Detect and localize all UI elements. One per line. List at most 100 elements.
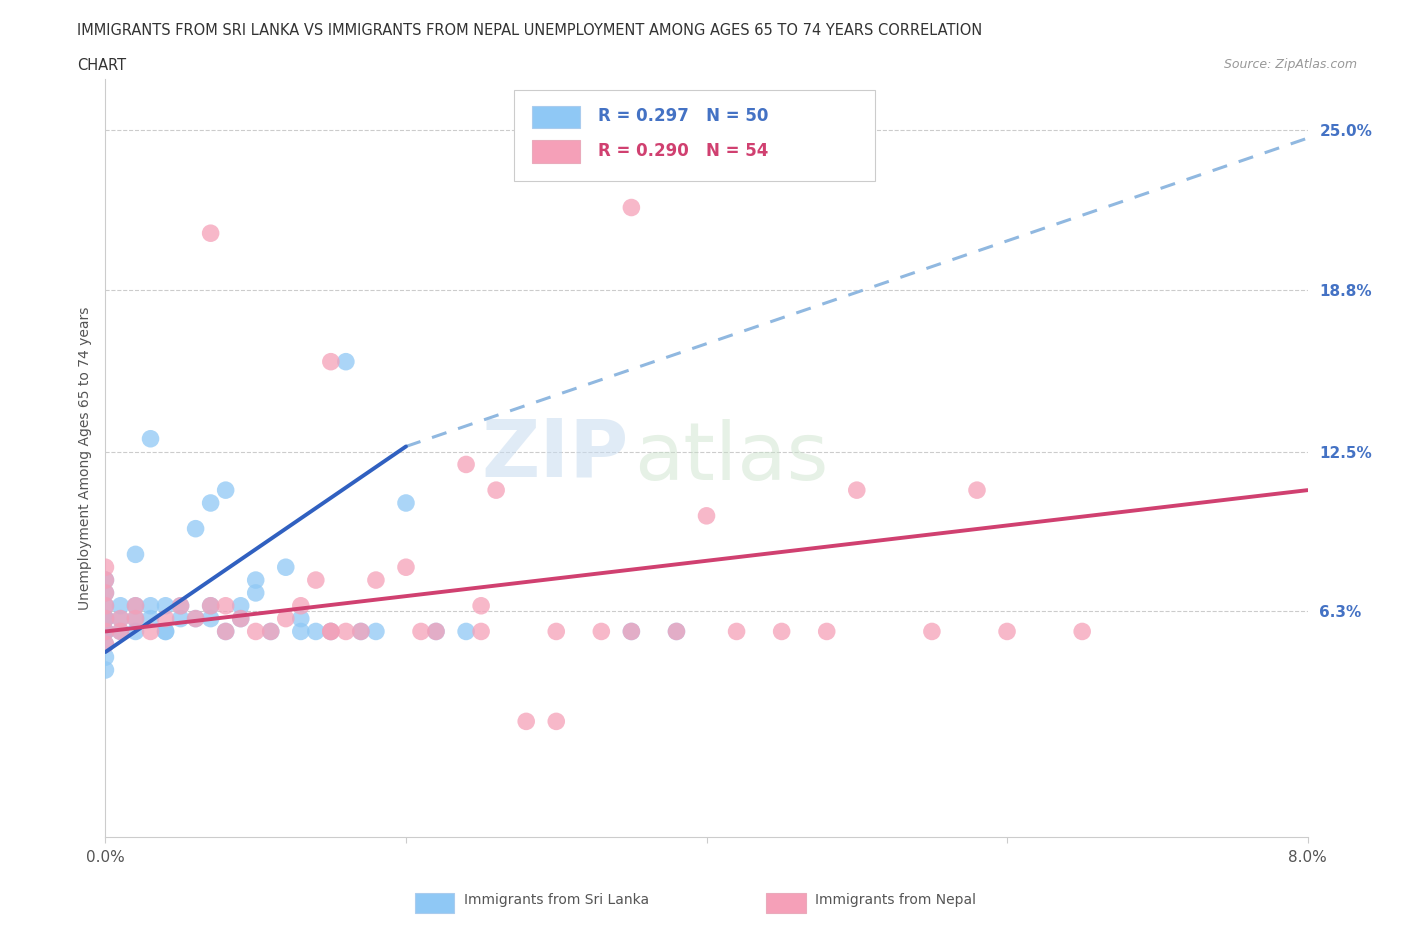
Point	[470, 598, 492, 613]
Text: ZIP: ZIP	[481, 415, 628, 493]
Point	[245, 573, 267, 588]
FancyBboxPatch shape	[533, 140, 581, 163]
Point	[124, 611, 146, 626]
Point	[290, 598, 312, 613]
Point	[124, 598, 146, 613]
Point	[305, 573, 328, 588]
Text: R = 0.297   N = 50: R = 0.297 N = 50	[599, 107, 769, 126]
Point	[94, 611, 117, 626]
Point	[546, 714, 568, 729]
Point	[515, 714, 537, 729]
Point	[620, 200, 643, 215]
Point	[260, 624, 283, 639]
Point	[124, 611, 146, 626]
Point	[305, 624, 328, 639]
Point	[94, 637, 117, 652]
Point	[94, 598, 117, 613]
Point	[546, 624, 568, 639]
Point	[169, 598, 191, 613]
Point	[124, 598, 146, 613]
Point	[319, 624, 342, 639]
Point	[200, 598, 222, 613]
Point	[94, 637, 117, 652]
Point	[620, 624, 643, 639]
Point	[274, 611, 297, 626]
Point	[110, 611, 132, 626]
Point	[155, 624, 177, 639]
Point	[124, 624, 146, 639]
Point	[395, 560, 418, 575]
Point	[1071, 624, 1094, 639]
Point	[94, 611, 117, 626]
Text: R = 0.290   N = 54: R = 0.290 N = 54	[599, 142, 769, 160]
Point	[155, 598, 177, 613]
Point	[350, 624, 373, 639]
Point	[94, 650, 117, 665]
Point	[395, 496, 418, 511]
FancyBboxPatch shape	[533, 106, 581, 128]
Point	[229, 611, 252, 626]
Point	[319, 624, 342, 639]
Point	[169, 611, 191, 626]
Point	[214, 483, 236, 498]
Point	[214, 624, 236, 639]
Point	[94, 624, 117, 639]
Text: Source: ZipAtlas.com: Source: ZipAtlas.com	[1223, 58, 1357, 71]
Point	[319, 354, 342, 369]
Text: Immigrants from Nepal: Immigrants from Nepal	[815, 893, 977, 908]
Point	[94, 586, 117, 601]
Point	[110, 624, 132, 639]
Point	[94, 573, 117, 588]
Point	[110, 624, 132, 639]
Point	[94, 624, 117, 639]
Point	[364, 624, 387, 639]
Point	[139, 598, 162, 613]
Point	[845, 483, 868, 498]
Point	[184, 611, 207, 626]
Point	[94, 573, 117, 588]
Point	[290, 611, 312, 626]
Point	[770, 624, 793, 639]
Point	[921, 624, 943, 639]
Point	[245, 586, 267, 601]
Point	[425, 624, 447, 639]
Point	[200, 226, 222, 241]
Text: CHART: CHART	[77, 58, 127, 73]
Point	[200, 611, 222, 626]
Point	[725, 624, 748, 639]
Point	[155, 611, 177, 626]
Point	[214, 598, 236, 613]
Point	[94, 662, 117, 677]
Point	[409, 624, 432, 639]
Point	[200, 496, 222, 511]
Point	[454, 457, 477, 472]
Point	[229, 598, 252, 613]
Point	[470, 624, 492, 639]
Point	[591, 624, 613, 639]
Point	[425, 624, 447, 639]
Text: IMMIGRANTS FROM SRI LANKA VS IMMIGRANTS FROM NEPAL UNEMPLOYMENT AMONG AGES 65 TO: IMMIGRANTS FROM SRI LANKA VS IMMIGRANTS …	[77, 23, 983, 38]
Y-axis label: Unemployment Among Ages 65 to 74 years: Unemployment Among Ages 65 to 74 years	[77, 306, 91, 610]
Point	[184, 521, 207, 536]
Point	[350, 624, 373, 639]
Point	[94, 611, 117, 626]
Point	[290, 624, 312, 639]
Point	[229, 611, 252, 626]
Point	[94, 560, 117, 575]
Point	[620, 624, 643, 639]
Point	[94, 624, 117, 639]
Text: atlas: atlas	[634, 419, 828, 497]
Point	[966, 483, 988, 498]
Point	[155, 624, 177, 639]
FancyBboxPatch shape	[515, 90, 875, 181]
Point	[995, 624, 1018, 639]
Point	[696, 509, 718, 524]
Text: Immigrants from Sri Lanka: Immigrants from Sri Lanka	[464, 893, 650, 908]
Point	[274, 560, 297, 575]
Point	[94, 586, 117, 601]
Point	[485, 483, 508, 498]
Point	[260, 624, 283, 639]
Point	[364, 573, 387, 588]
Point	[139, 611, 162, 626]
Point	[110, 611, 132, 626]
